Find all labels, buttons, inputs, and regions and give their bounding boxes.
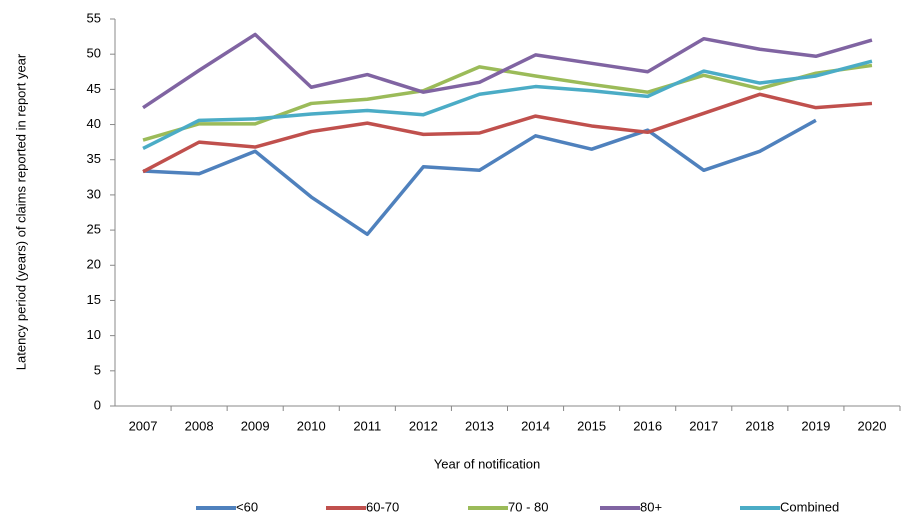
- series-line: [142, 92, 873, 174]
- x-tick-label: 2017: [689, 418, 718, 433]
- y-tick-label: 30: [87, 186, 101, 201]
- y-tick-label: 5: [94, 362, 101, 377]
- y-tick-label: 55: [87, 10, 101, 25]
- y-tick-label: 20: [87, 257, 101, 272]
- legend-label: 60-70: [366, 499, 399, 514]
- x-tick-label: 2015: [577, 418, 606, 433]
- x-axis-title: Year of notification: [434, 456, 540, 471]
- x-tick-label: 2020: [858, 418, 887, 433]
- x-tick-label: 2008: [185, 418, 214, 433]
- series-line: [142, 32, 873, 110]
- x-tick-label: 2012: [409, 418, 438, 433]
- legend-label: 70 - 80: [508, 499, 548, 514]
- legend-label: Combined: [780, 499, 839, 514]
- x-tick-label: 2018: [745, 418, 774, 433]
- x-tick-label: 2019: [801, 418, 830, 433]
- y-axis-title: Latency period (years) of claims reporte…: [13, 53, 28, 370]
- y-tick-label: 40: [87, 116, 101, 131]
- y-tick-label: 25: [87, 222, 101, 237]
- x-tick-label: 2011: [353, 418, 381, 433]
- y-tick-label: 50: [87, 46, 101, 61]
- series-line: [142, 59, 873, 151]
- x-tick-label: 2016: [633, 418, 662, 433]
- x-tick-label: 2009: [241, 418, 270, 433]
- y-tick-label: 45: [87, 81, 101, 96]
- legend-label: 80+: [640, 499, 662, 514]
- series-line: [142, 118, 817, 237]
- series-line: [142, 63, 873, 142]
- y-tick-label: 15: [87, 292, 101, 307]
- x-tick-label: 2010: [297, 418, 326, 433]
- y-tick-label: 35: [87, 151, 101, 166]
- x-tick-label: 2014: [521, 418, 550, 433]
- x-tick-label: 2007: [129, 418, 158, 433]
- legend-label: <60: [236, 499, 258, 514]
- y-tick-label: 0: [94, 397, 101, 412]
- y-tick-label: 10: [87, 327, 101, 342]
- x-tick-label: 2013: [465, 418, 494, 433]
